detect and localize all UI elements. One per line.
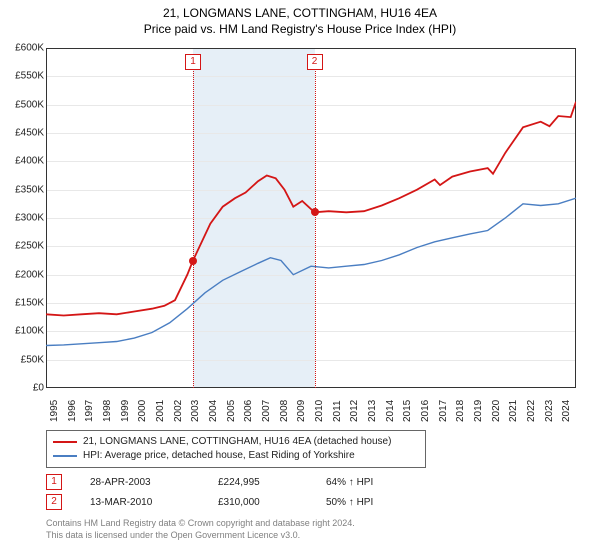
ytick-label: £350K	[15, 184, 44, 195]
xtick-label: 2010	[314, 400, 325, 422]
xtick-label: 1997	[84, 400, 95, 422]
xtick-label: 2009	[296, 400, 307, 422]
xtick-label: 2011	[332, 400, 343, 422]
ytick-label: £500K	[15, 99, 44, 110]
legend-label-series2: HPI: Average price, detached house, East…	[83, 449, 355, 463]
xtick-label: 2022	[526, 400, 537, 422]
xtick-label: 2003	[190, 400, 201, 422]
sale-point	[189, 257, 197, 265]
xtick-label: 2002	[173, 400, 184, 422]
xtick-label: 2006	[243, 400, 254, 422]
annotation-table: 1 28-APR-2003 £224,995 64% ↑ HPI 2 13-MAR-201…	[46, 472, 426, 512]
xtick-label: 2005	[226, 400, 237, 422]
xtick-label: 2012	[349, 400, 360, 422]
annotation-marker-box: 2	[46, 494, 62, 510]
sale-point	[311, 208, 319, 216]
xtick-label: 2001	[155, 400, 166, 422]
chart-container: 21, LONGMANS LANE, COTTINGHAM, HU16 4EA …	[0, 0, 600, 560]
ytick-label: £150K	[15, 298, 44, 309]
chart-subtitle: Price paid vs. HM Land Registry's House …	[0, 22, 600, 40]
annotation-relative: 64% ↑ HPI	[326, 477, 426, 488]
xtick-label: 2019	[473, 400, 484, 422]
footer-text: Contains HM Land Registry data © Crown c…	[46, 518, 355, 541]
ytick-label: £250K	[15, 241, 44, 252]
annotation-price: £310,000	[218, 497, 298, 508]
ytick-label: £200K	[15, 269, 44, 280]
xtick-label: 2015	[402, 400, 413, 422]
xtick-label: 2014	[385, 400, 396, 422]
marker-box: 1	[185, 54, 201, 70]
xtick-label: 1999	[120, 400, 131, 422]
annotation-marker-box: 1	[46, 474, 62, 490]
xtick-label: 1996	[67, 400, 78, 422]
legend-item-series1: 21, LONGMANS LANE, COTTINGHAM, HU16 4EA …	[53, 435, 419, 449]
xtick-label: 2018	[455, 400, 466, 422]
annotation-relative: 50% ↑ HPI	[326, 497, 426, 508]
xtick-label: 1995	[49, 400, 60, 422]
xtick-label: 2017	[438, 400, 449, 422]
xtick-label: 2020	[491, 400, 502, 422]
series-hpi	[46, 198, 576, 345]
ytick-label: £550K	[15, 71, 44, 82]
ytick-label: £300K	[15, 213, 44, 224]
ytick-label: £100K	[15, 326, 44, 337]
annotation-row: 1 28-APR-2003 £224,995 64% ↑ HPI	[46, 472, 426, 492]
xtick-label: 2013	[367, 400, 378, 422]
xtick-label: 2021	[508, 400, 519, 422]
ytick-label: £50K	[21, 354, 44, 365]
annotation-row: 2 13-MAR-2010 £310,000 50% ↑ HPI	[46, 492, 426, 512]
xtick-label: 2016	[420, 400, 431, 422]
legend-item-series2: HPI: Average price, detached house, East…	[53, 449, 419, 463]
legend-swatch-series2	[53, 455, 77, 457]
annotation-date: 13-MAR-2010	[90, 497, 190, 508]
ytick-label: £600K	[15, 43, 44, 54]
annotation-date: 28-APR-2003	[90, 477, 190, 488]
legend-swatch-series1	[53, 441, 77, 443]
xtick-label: 1998	[102, 400, 113, 422]
xtick-label: 2023	[544, 400, 555, 422]
ytick-label: £0	[33, 383, 44, 394]
footer-line1: Contains HM Land Registry data © Crown c…	[46, 518, 355, 530]
chart-title: 21, LONGMANS LANE, COTTINGHAM, HU16 4EA	[0, 0, 600, 22]
marker-box: 2	[307, 54, 323, 70]
legend-label-series1: 21, LONGMANS LANE, COTTINGHAM, HU16 4EA …	[83, 435, 391, 449]
legend: 21, LONGMANS LANE, COTTINGHAM, HU16 4EA …	[46, 430, 426, 468]
line-series-svg	[46, 48, 576, 388]
footer-line2: This data is licensed under the Open Gov…	[46, 530, 355, 542]
xtick-label: 2024	[561, 400, 572, 422]
xtick-label: 2008	[279, 400, 290, 422]
xtick-label: 2007	[261, 400, 272, 422]
ytick-label: £400K	[15, 156, 44, 167]
xtick-label: 2000	[137, 400, 148, 422]
annotation-price: £224,995	[218, 477, 298, 488]
ytick-label: £450K	[15, 128, 44, 139]
xtick-label: 2004	[208, 400, 219, 422]
